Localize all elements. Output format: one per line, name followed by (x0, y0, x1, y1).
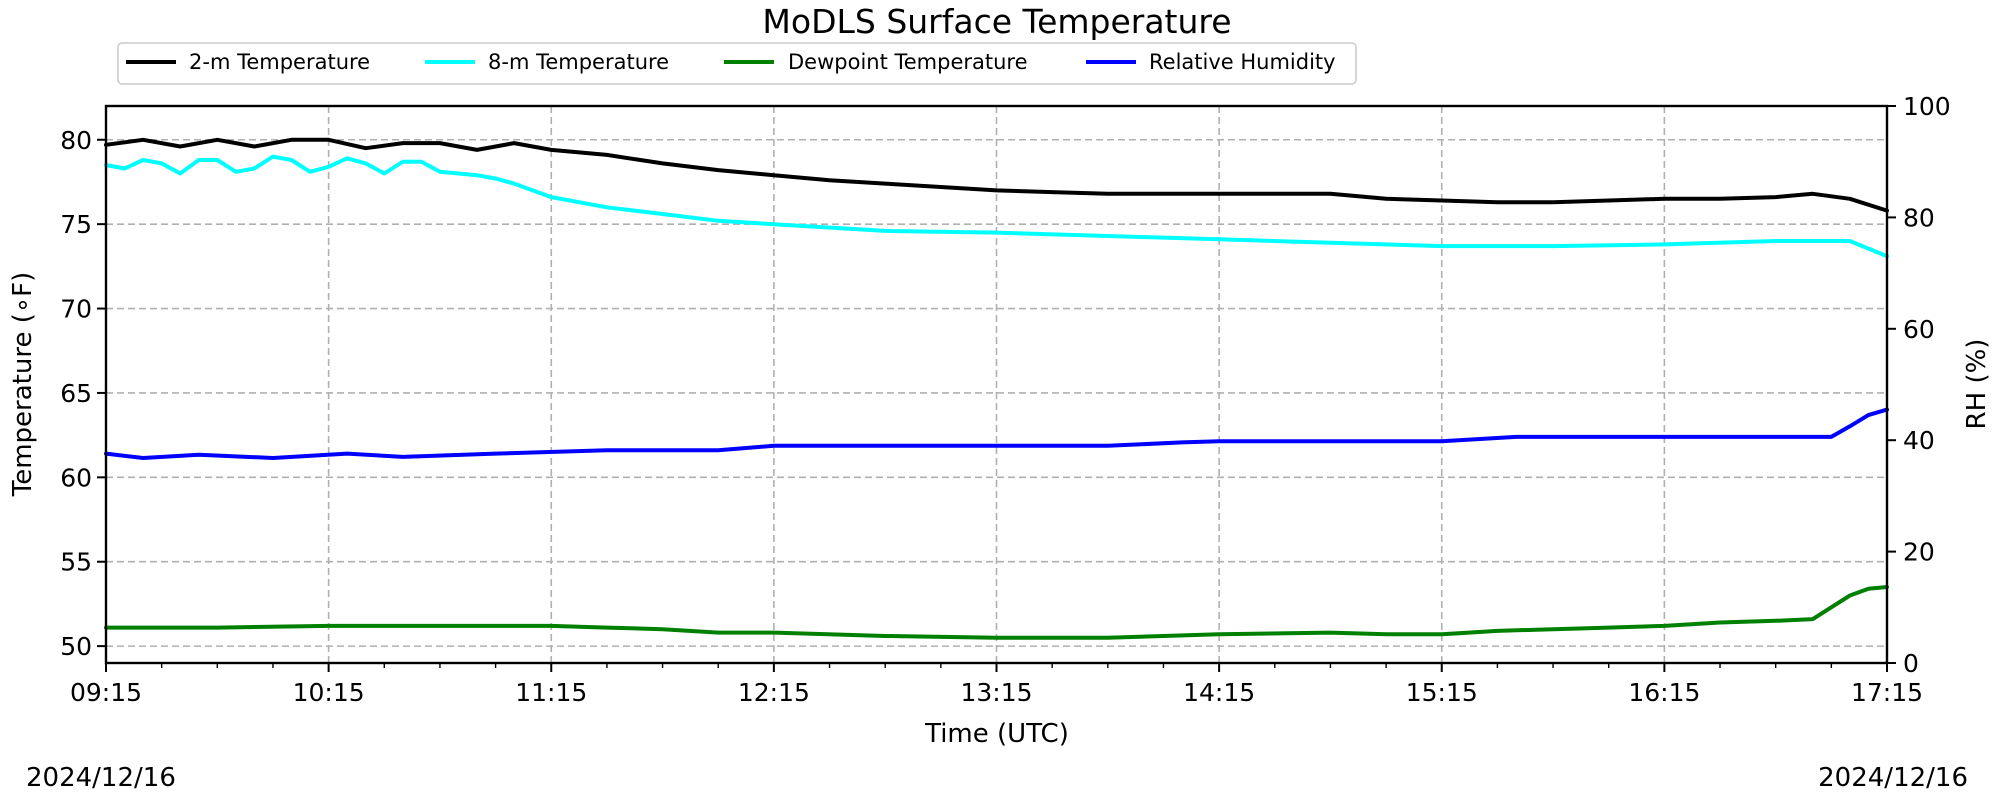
y-tick-label: 70 (60, 295, 92, 324)
y-tick-label: 75 (60, 210, 92, 239)
y2-tick-label: 0 (1903, 649, 1919, 678)
y-tick-label: 65 (60, 379, 92, 408)
x-tick-label: 11:15 (515, 678, 587, 707)
y-axis-ticks: 50 55 60 65 70 75 80 (60, 126, 106, 661)
series-line-dewpoint-temperature (104, 585, 1889, 640)
legend-label-2m-temperature: 2-m Temperature (189, 50, 370, 74)
y-axis-title: Temperature (∘F) (8, 272, 38, 497)
y-tick-label: 50 (60, 632, 92, 661)
y2-tick-label: 100 (1903, 92, 1951, 121)
series-line-8-m-temperature (104, 154, 1889, 259)
end-date-label: 2024/12/16 (1818, 763, 1968, 793)
series-line-2-m-temperature (104, 137, 1889, 213)
x-axis-title: Time (UTC) (924, 719, 1069, 749)
x-axis-ticks: 09:15 10:15 11:15 12:15 13:15 14:15 15:15 16:15… (70, 663, 1923, 707)
y2-tick-label: 20 (1903, 538, 1935, 567)
y2-tick-label: 60 (1903, 315, 1935, 344)
y-tick-label: 80 (60, 126, 92, 155)
x-tick-label: 14:15 (1183, 678, 1255, 707)
start-date-label: 2024/12/16 (26, 763, 176, 793)
series-line-relative-humidity (104, 407, 1889, 460)
legend-label-relative-humidity: Relative Humidity (1149, 50, 1336, 74)
y2-tick-label: 40 (1903, 426, 1935, 455)
x-tick-label: 13:15 (960, 678, 1032, 707)
y-tick-label: 60 (60, 463, 92, 492)
y2-axis-title: RH (%) (1962, 339, 1992, 430)
legend: 2-m Temperature 8-m Temperature Dewpoint… (117, 42, 1357, 85)
chart-title: MoDLS Surface Temperature (762, 2, 1231, 41)
x-tick-label: 10:15 (293, 678, 365, 707)
y2-tick-label: 80 (1903, 203, 1935, 232)
x-tick-label: 12:15 (738, 678, 810, 707)
legend-label-dewpoint-temperature: Dewpoint Temperature (788, 50, 1028, 74)
x-tick-label: 17:15 (1851, 678, 1923, 707)
y2-axis-ticks: 0 20 40 60 80 100 (1887, 92, 1951, 678)
x-tick-label: 16:15 (1628, 678, 1700, 707)
y-tick-label: 55 (60, 548, 92, 577)
series-layer (104, 137, 1889, 640)
x-tick-label: 09:15 (70, 678, 142, 707)
x-tick-label: 15:15 (1406, 678, 1478, 707)
legend-label-8m-temperature: 8-m Temperature (488, 50, 669, 74)
